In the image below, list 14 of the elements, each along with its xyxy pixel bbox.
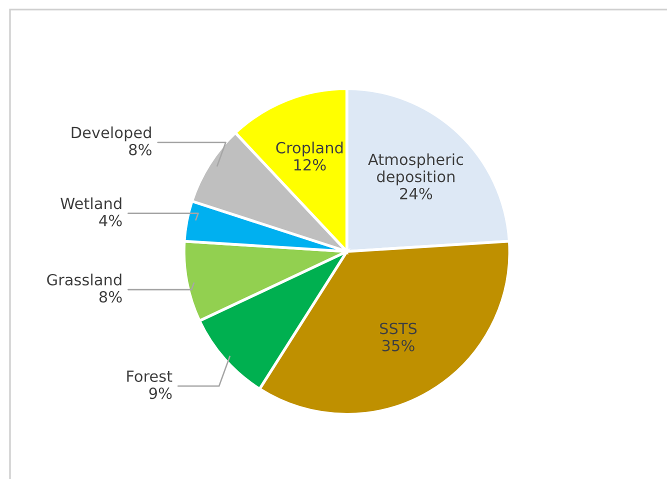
slice-label: Grassland	[47, 274, 122, 286]
data-label: 9%	[149, 388, 172, 400]
slice-label: Atmospheric deposition	[368, 153, 464, 186]
slice-label: SSTS	[380, 322, 417, 334]
data-label: 24%	[400, 188, 432, 200]
slice-label: Forest	[127, 370, 172, 382]
slice-label: Developed	[72, 126, 151, 142]
data-label: 4%	[99, 214, 122, 226]
data-label: 35%	[382, 340, 414, 352]
slice-label: Cropland	[276, 142, 343, 156]
slice-label: Wetland	[60, 197, 122, 210]
data-label: 8%	[129, 144, 152, 156]
data-label: 8%	[99, 291, 122, 303]
data-label: 12%	[294, 159, 326, 171]
